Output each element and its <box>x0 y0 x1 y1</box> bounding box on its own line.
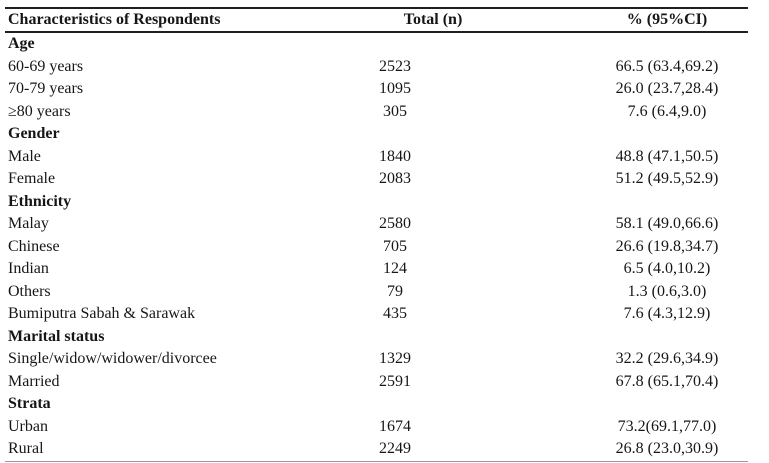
table-row: Married 2591 67.8 (65.1,70.4) <box>5 371 748 394</box>
table-body: Age 60-69 years 2523 66.5 (63.4,69.2) 70-79 … <box>5 33 748 462</box>
percent-ci-cell: 32.2 (29.6,34.9) <box>615 350 719 367</box>
row-label-cell: 70-79 years <box>8 80 84 97</box>
total-cell: 1329 <box>379 350 411 367</box>
total-cell: 435 <box>383 305 407 322</box>
table-row: ≥80 years 305 7.6 (6.4,9.0) <box>5 101 748 124</box>
percent-ci-cell: 66.5 (63.4,69.2) <box>615 57 719 75</box>
percent-ci-cell: 51.2 (49.5,52.9) <box>615 170 719 187</box>
table-row: Male 1840 48.8 (47.1,50.5) <box>5 146 748 169</box>
percent-ci-cell: 1.3 (0.6,3.0) <box>627 282 707 300</box>
table-row: Single/widow/widower/divorcee 1329 32.2 (2… <box>5 348 748 371</box>
total-cell: 1840 <box>379 147 411 165</box>
section-title: Ethnicity <box>8 192 72 210</box>
total-cell: 2580 <box>379 215 411 232</box>
row-label-cell: Chinese <box>8 237 60 255</box>
total-cell: 1674 <box>379 417 411 435</box>
col-header-characteristics: Characteristics of Respondents <box>8 11 221 28</box>
percent-ci-cell: 48.8 (47.1,50.5) <box>615 147 719 165</box>
table-row: Others 79 1.3 (0.6,3.0) <box>5 281 748 304</box>
row-label-cell: Others <box>8 282 51 300</box>
table-row: Female 2083 51.2 (49.5,52.9) <box>5 168 748 191</box>
table-row: Indian 124 6.5 (4.0,10.2) <box>5 258 748 281</box>
table-header-row: Characteristics of Respondents Total (n)… <box>5 7 748 33</box>
section-title-row: Gender <box>5 123 748 146</box>
row-label-cell: 60-69 years <box>8 57 84 75</box>
percent-ci-cell: 67.8 (65.1,70.4) <box>615 372 719 390</box>
table-row: 70-79 years 1095 26.0 (23.7,28.4) <box>5 78 748 101</box>
table-row: Malay 2580 58.1 (49.0,66.6) <box>5 213 748 236</box>
section-title-row: Age <box>5 33 748 56</box>
respondents-table: Characteristics of Respondents Total (n)… <box>5 7 748 462</box>
row-label-cell: Rural <box>8 440 44 457</box>
section-title: Gender <box>8 125 60 142</box>
table-row: Bumiputra Sabah & Sarawak 435 7.6 (4.3,12.… <box>5 303 748 326</box>
total-cell: 705 <box>383 237 407 255</box>
row-label-cell: Male <box>8 147 41 165</box>
total-cell: 2083 <box>379 170 411 187</box>
total-cell: 2249 <box>379 440 411 457</box>
percent-ci-cell: 73.2(69.1,77.0) <box>617 417 717 435</box>
row-label-cell: Malay <box>8 215 49 232</box>
row-label-cell: Indian <box>8 260 49 277</box>
row-label-cell: Urban <box>8 417 48 435</box>
row-label-cell: ≥80 years <box>8 102 71 120</box>
row-label-cell: Female <box>8 170 56 187</box>
section-title: Strata <box>8 395 51 412</box>
table-row: 60-69 years 2523 66.5 (63.4,69.2) <box>5 56 748 79</box>
percent-ci-cell: 26.0 (23.7,28.4) <box>615 80 719 97</box>
section-title-row: Strata <box>5 393 748 416</box>
table-row: Urban 1674 73.2(69.1,77.0) <box>5 416 748 439</box>
row-label-cell: Single/widow/widower/divorcee <box>8 350 217 367</box>
percent-ci-cell: 26.8 (23.0,30.9) <box>615 440 719 457</box>
table-row: Rural 2249 26.8 (23.0,30.9) <box>5 438 748 461</box>
total-cell: 2523 <box>379 57 411 75</box>
total-cell: 79 <box>387 282 403 300</box>
table-row: Chinese 705 26.6 (19.8,34.7) <box>5 236 748 259</box>
percent-ci-cell: 58.1 (49.0,66.6) <box>615 215 719 232</box>
col-header-total: Total (n) <box>403 11 463 28</box>
section-title: Age <box>8 35 35 52</box>
col-header-percent-ci: % (95%CI) <box>626 11 708 28</box>
row-label-cell: Married <box>8 372 60 390</box>
percent-ci-cell: 26.6 (19.8,34.7) <box>615 237 719 255</box>
percent-ci-cell: 7.6 (6.4,9.0) <box>627 102 707 120</box>
section-title-row: Ethnicity <box>5 191 748 214</box>
total-cell: 124 <box>383 260 407 277</box>
percent-ci-cell: 6.5 (4.0,10.2) <box>623 260 711 277</box>
row-label-cell: Bumiputra Sabah & Sarawak <box>8 305 196 322</box>
percent-ci-cell: 7.6 (4.3,12.9) <box>623 305 711 322</box>
total-cell: 305 <box>383 102 407 120</box>
section-title: Marital status <box>8 327 105 345</box>
total-cell: 1095 <box>379 80 411 97</box>
total-cell: 2591 <box>379 372 411 390</box>
section-title-row: Marital status <box>5 326 748 349</box>
